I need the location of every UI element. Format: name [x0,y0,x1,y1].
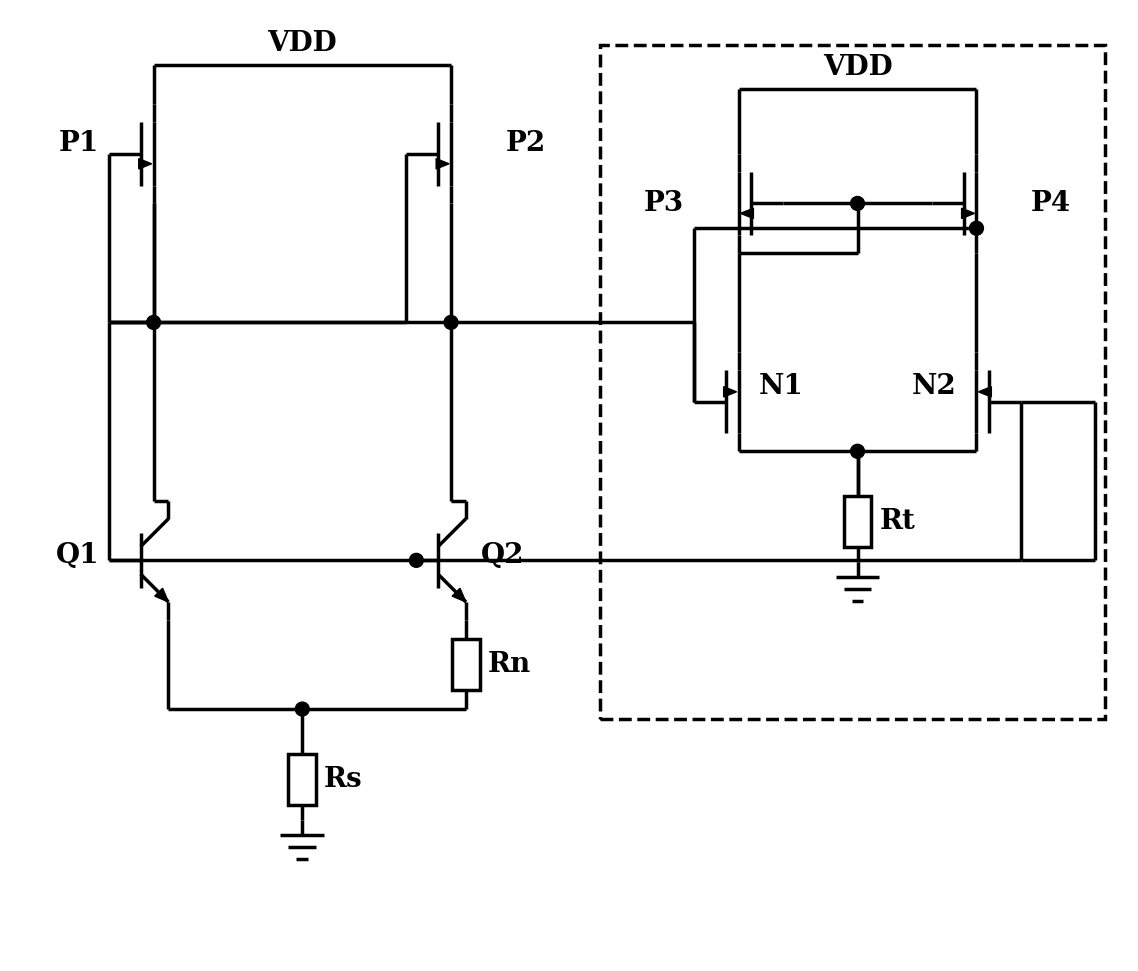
Text: N1: N1 [758,374,803,400]
Text: Q2: Q2 [480,542,525,569]
Polygon shape [436,158,450,169]
Bar [288,753,316,805]
Text: Rn: Rn [488,651,531,678]
Text: P3: P3 [644,190,684,217]
Text: Rt: Rt [880,508,915,535]
Text: N2: N2 [912,374,957,400]
Polygon shape [724,386,736,397]
Polygon shape [452,588,465,602]
Polygon shape [979,386,991,397]
Circle shape [850,196,865,211]
Text: VDD: VDD [823,54,892,82]
Text: P2: P2 [505,130,546,157]
Bar [600,45,1105,719]
Polygon shape [741,208,753,218]
Circle shape [410,553,423,567]
Circle shape [296,702,310,716]
Polygon shape [139,158,151,169]
Circle shape [147,316,160,329]
Text: VDD: VDD [267,30,337,56]
Circle shape [850,445,865,458]
Bar [452,639,480,690]
Polygon shape [962,208,974,218]
Text: Q1: Q1 [56,542,99,569]
Bar [843,496,872,548]
Text: P1: P1 [59,130,99,157]
Polygon shape [155,588,168,602]
Text: Rs: Rs [324,766,363,793]
Text: P4: P4 [1031,190,1071,217]
Circle shape [970,221,983,235]
Circle shape [444,316,457,329]
